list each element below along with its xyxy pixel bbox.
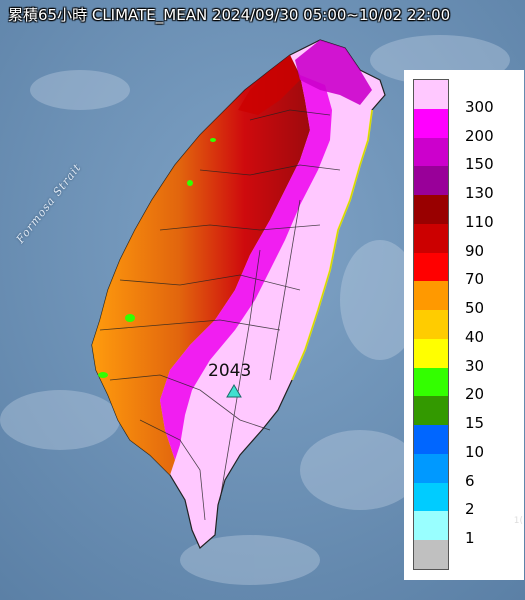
western-rain-band <box>92 55 310 475</box>
legend-label: 300 <box>465 97 494 116</box>
legend-swatch <box>414 453 448 484</box>
legend-label: 2 <box>465 500 475 519</box>
legend-swatch <box>414 540 448 570</box>
legend-swatch <box>414 281 448 311</box>
legend-label: 130 <box>465 184 494 203</box>
legend-swatch <box>414 425 448 455</box>
county-boundaries <box>99 109 341 521</box>
legend-label: 20 <box>465 385 485 404</box>
legend-label: 110 <box>465 212 494 231</box>
legend-label: 70 <box>465 270 485 289</box>
northwest-red <box>238 55 300 115</box>
magenta-band <box>160 75 332 460</box>
north-cap <box>295 40 372 105</box>
east-coast-edge <box>291 109 373 381</box>
legend-label: 200 <box>465 126 494 145</box>
corner-label: 1( <box>513 516 523 526</box>
legend-swatch <box>414 482 448 512</box>
legend: 300 200 150 130 110 90 70 50 40 30 20 15 10 6 2 1 <box>413 79 513 570</box>
legend-swatch <box>414 511 448 541</box>
legend-label: 6 <box>465 471 475 490</box>
legend-swatch <box>414 310 448 340</box>
legend-swatch <box>414 367 448 397</box>
triangle-icon <box>226 384 242 398</box>
legend-swatch <box>414 252 448 282</box>
legend-label: 15 <box>465 414 485 433</box>
map-title: 累積65小時 CLIMATE_MEAN 2024/09/30 05:00~10/… <box>8 5 451 24</box>
legend-label: 50 <box>465 299 485 318</box>
legend-swatch <box>414 396 448 426</box>
legend-swatch <box>414 80 448 110</box>
legend-label: 40 <box>465 327 485 346</box>
legend-label: 150 <box>465 155 494 174</box>
legend-swatch <box>414 137 448 167</box>
legend-label: 1 <box>465 529 475 548</box>
green-patches <box>98 138 216 378</box>
legend-label: 30 <box>465 356 485 375</box>
legend-swatch <box>414 108 448 138</box>
legend-swatch <box>414 166 448 196</box>
legend-label: 90 <box>465 241 485 260</box>
legend-swatch <box>414 223 448 254</box>
legend-swatch <box>414 338 448 369</box>
legend-label: 10 <box>465 442 485 461</box>
legend-swatch <box>414 195 448 225</box>
legend-colorbar <box>413 79 449 570</box>
max-rainfall-value: 2043 <box>208 361 252 381</box>
